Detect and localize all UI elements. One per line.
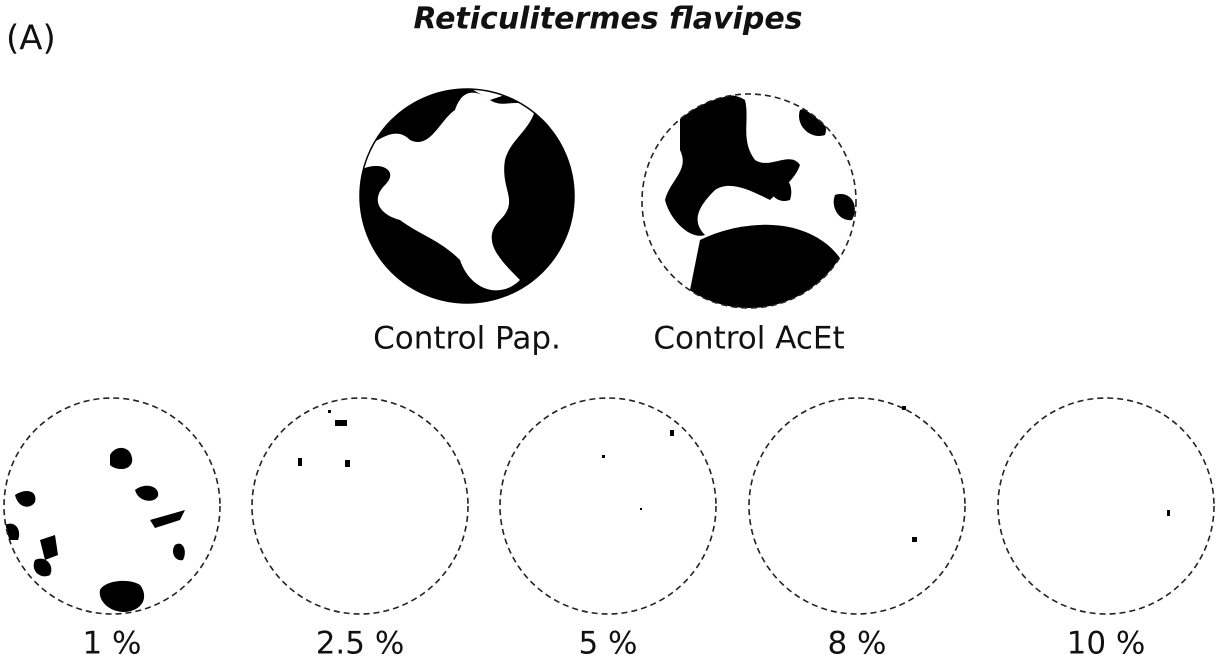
treatment-label: 10 % xyxy=(1067,626,1146,662)
treatment-specks xyxy=(602,430,674,510)
treatment-specks xyxy=(902,406,917,542)
control-paper-disc xyxy=(360,89,574,303)
figure-title: Reticulitermes flavipes xyxy=(413,2,802,37)
treatment-label: 1 % xyxy=(82,626,141,662)
treatment-label: 2.5 % xyxy=(316,626,405,662)
treatment-specks xyxy=(298,410,350,467)
panel-label: (A) xyxy=(6,19,56,59)
treatment-disc xyxy=(5,447,185,612)
control-label: Control AcEt xyxy=(653,321,844,357)
treatment-label: 8 % xyxy=(827,626,886,662)
treatment-label: 5 % xyxy=(578,626,637,662)
treatment-speck xyxy=(1167,510,1170,516)
control-label: Control Pap. xyxy=(373,321,561,357)
